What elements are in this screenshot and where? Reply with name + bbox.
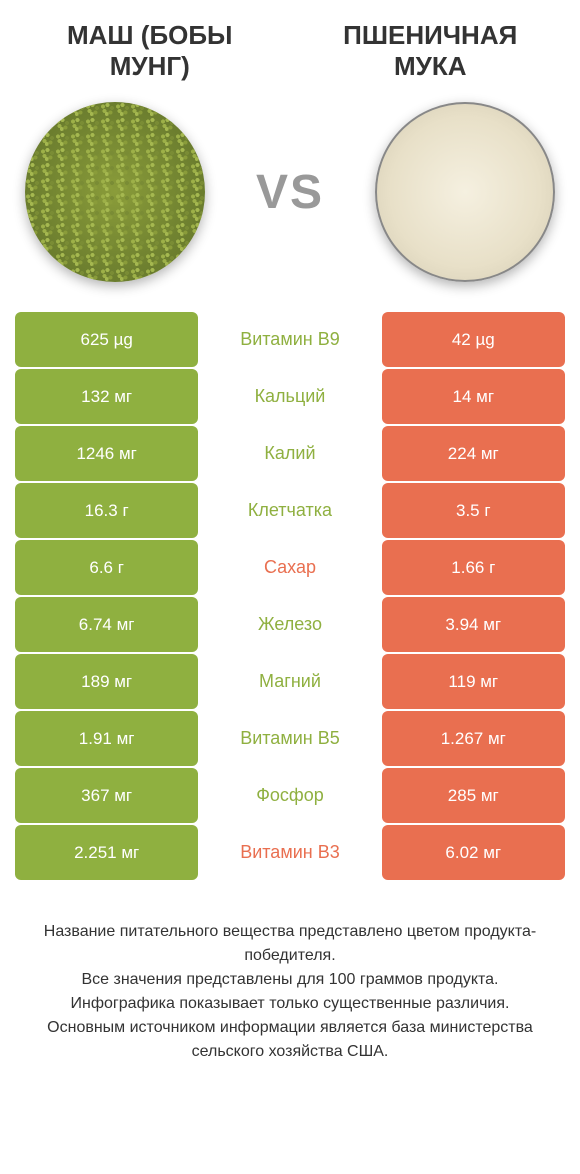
table-row: 16.3 гКлетчатка3.5 г: [15, 483, 565, 538]
cell-nutrient-name: Кальций: [198, 369, 381, 424]
cell-nutrient-name: Калий: [198, 426, 381, 481]
cell-left-value: 16.3 г: [15, 483, 198, 538]
vs-label: VS: [256, 165, 324, 220]
table-row: 132 мгКальций14 мг: [15, 369, 565, 424]
table-row: 6.74 мгЖелезо3.94 мг: [15, 597, 565, 652]
cell-right-value: 6.02 мг: [382, 825, 565, 880]
table-row: 189 мгМагний119 мг: [15, 654, 565, 709]
images-row: VS: [15, 102, 565, 282]
comparison-table: 625 µgВитамин B942 µg132 мгКальций14 мг1…: [15, 312, 565, 880]
title-left: МАШ (БОБЫ МУНГ): [35, 20, 265, 82]
cell-nutrient-name: Магний: [198, 654, 381, 709]
cell-nutrient-name: Витамин B5: [198, 711, 381, 766]
infographic-container: МАШ (БОБЫ МУНГ) ПШЕНИЧНАЯ МУКА VS 625 µg…: [0, 0, 580, 1084]
table-row: 625 µgВитамин B942 µg: [15, 312, 565, 367]
cell-left-value: 367 мг: [15, 768, 198, 823]
cell-right-value: 14 мг: [382, 369, 565, 424]
cell-left-value: 6.74 мг: [15, 597, 198, 652]
cell-left-value: 1.91 мг: [15, 711, 198, 766]
table-row: 6.6 гСахар1.66 г: [15, 540, 565, 595]
cell-right-value: 1.267 мг: [382, 711, 565, 766]
cell-left-value: 2.251 мг: [15, 825, 198, 880]
cell-right-value: 3.5 г: [382, 483, 565, 538]
table-row: 1246 мгКалий224 мг: [15, 426, 565, 481]
food-image-left: [25, 102, 205, 282]
cell-right-value: 224 мг: [382, 426, 565, 481]
cell-nutrient-name: Витамин B3: [198, 825, 381, 880]
cell-nutrient-name: Железо: [198, 597, 381, 652]
footer-line-3: Инфографика показывает только существенн…: [25, 992, 555, 1016]
table-row: 1.91 мгВитамин B51.267 мг: [15, 711, 565, 766]
cell-right-value: 3.94 мг: [382, 597, 565, 652]
cell-nutrient-name: Клетчатка: [198, 483, 381, 538]
footer-text: Название питательного вещества представл…: [15, 920, 565, 1064]
cell-left-value: 189 мг: [15, 654, 198, 709]
cell-left-value: 625 µg: [15, 312, 198, 367]
cell-right-value: 285 мг: [382, 768, 565, 823]
table-row: 2.251 мгВитамин B36.02 мг: [15, 825, 565, 880]
cell-right-value: 119 мг: [382, 654, 565, 709]
cell-nutrient-name: Фосфор: [198, 768, 381, 823]
food-image-right: [375, 102, 555, 282]
footer-line-1: Название питательного вещества представл…: [25, 920, 555, 968]
cell-nutrient-name: Сахар: [198, 540, 381, 595]
cell-right-value: 1.66 г: [382, 540, 565, 595]
cell-left-value: 6.6 г: [15, 540, 198, 595]
footer-line-4: Основным источником информации является …: [25, 1016, 555, 1064]
table-row: 367 мгФосфор285 мг: [15, 768, 565, 823]
header-row: МАШ (БОБЫ МУНГ) ПШЕНИЧНАЯ МУКА: [15, 20, 565, 82]
cell-nutrient-name: Витамин B9: [198, 312, 381, 367]
cell-left-value: 1246 мг: [15, 426, 198, 481]
cell-right-value: 42 µg: [382, 312, 565, 367]
footer-line-2: Все значения представлены для 100 граммо…: [25, 968, 555, 992]
title-right: ПШЕНИЧНАЯ МУКА: [316, 20, 546, 82]
cell-left-value: 132 мг: [15, 369, 198, 424]
